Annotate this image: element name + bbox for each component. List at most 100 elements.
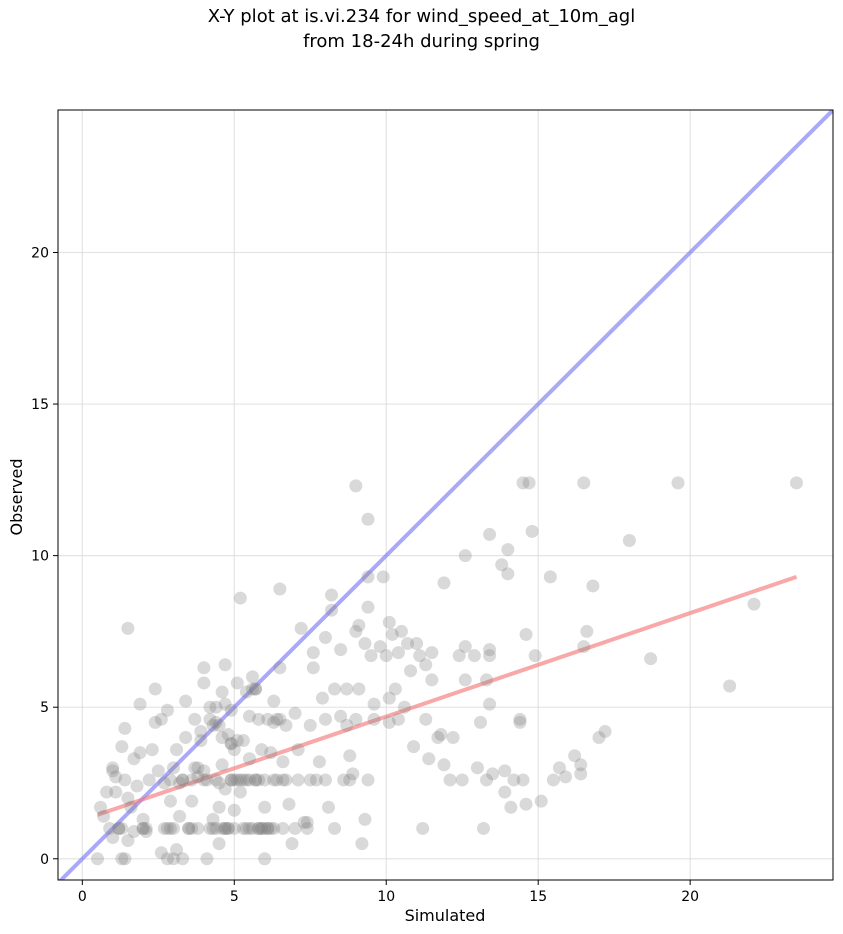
data-point — [349, 479, 363, 493]
data-point — [163, 821, 177, 835]
data-point — [382, 615, 396, 629]
data-point — [166, 761, 180, 775]
data-point — [261, 821, 275, 835]
data-point — [197, 676, 211, 690]
data-point — [242, 821, 256, 835]
data-point — [218, 697, 232, 711]
data-point — [671, 476, 685, 490]
data-point — [318, 773, 332, 787]
data-point — [224, 737, 238, 751]
fit-line — [96, 574, 798, 817]
data-point — [577, 640, 591, 654]
data-point — [163, 794, 177, 808]
x-tick-label: 15 — [529, 889, 547, 905]
data-point — [413, 649, 427, 663]
data-point — [258, 773, 272, 787]
data-point — [252, 821, 266, 835]
data-point — [209, 715, 223, 729]
data-point — [233, 591, 247, 605]
grid-lines — [58, 110, 833, 880]
data-point — [252, 821, 266, 835]
data-point — [622, 533, 636, 547]
data-point — [212, 776, 226, 790]
data-point — [252, 773, 266, 787]
data-point — [425, 673, 439, 687]
data-point — [154, 846, 168, 860]
data-point — [325, 603, 339, 617]
data-point — [118, 773, 132, 787]
data-point — [212, 800, 226, 814]
data-point — [473, 715, 487, 729]
data-point — [337, 773, 351, 787]
data-point — [446, 731, 460, 745]
data-point — [239, 821, 253, 835]
data-point — [306, 646, 320, 660]
data-point — [476, 821, 490, 835]
data-point — [483, 697, 497, 711]
data-point — [255, 743, 269, 757]
chart-title-line-1: X-Y plot at is.vi.234 for wind_speed_at_… — [207, 6, 636, 27]
data-point — [206, 812, 220, 826]
data-point — [91, 852, 105, 866]
data-point — [580, 624, 594, 638]
data-point — [458, 640, 472, 654]
y-tick-label: 5 — [40, 700, 49, 716]
data-point — [203, 712, 217, 726]
data-point — [534, 794, 548, 808]
data-point — [197, 773, 211, 787]
data-point — [334, 643, 348, 657]
data-point — [486, 767, 500, 781]
data-point — [209, 821, 223, 835]
data-point — [242, 709, 256, 723]
data-point — [194, 734, 208, 748]
data-point — [139, 821, 153, 835]
data-point — [276, 821, 290, 835]
data-point — [303, 718, 317, 732]
data-point — [288, 821, 302, 835]
data-point — [501, 543, 515, 557]
y-tick-label: 0 — [40, 852, 49, 868]
data-point — [109, 770, 123, 784]
data-point — [215, 685, 229, 699]
data-point — [209, 700, 223, 714]
data-point — [261, 712, 275, 726]
data-point — [255, 821, 269, 835]
data-point — [279, 718, 293, 732]
data-point — [209, 773, 223, 787]
data-point — [358, 637, 372, 651]
data-point — [483, 649, 497, 663]
data-point — [133, 746, 147, 760]
data-point — [230, 773, 244, 787]
data-point — [176, 773, 190, 787]
data-point — [170, 843, 184, 857]
plot-frame — [57, 109, 834, 881]
data-point — [483, 527, 497, 541]
data-point — [598, 724, 612, 738]
data-point — [227, 743, 241, 757]
data-point — [273, 661, 287, 675]
data-point — [191, 770, 205, 784]
data-point — [455, 773, 469, 787]
data-point — [136, 812, 150, 826]
data-point — [361, 773, 375, 787]
data-point — [328, 821, 342, 835]
data-point — [160, 821, 174, 835]
data-point — [130, 779, 144, 793]
data-point — [197, 661, 211, 675]
data-point — [166, 821, 180, 835]
data-point — [404, 664, 418, 678]
data-point — [191, 821, 205, 835]
data-point — [224, 703, 238, 717]
data-point — [312, 755, 326, 769]
data-point — [236, 773, 250, 787]
data-point — [291, 743, 305, 757]
data-point — [385, 627, 399, 641]
identity-line — [58, 110, 833, 880]
data-point — [458, 673, 472, 687]
data-point — [246, 821, 260, 835]
data-point — [94, 800, 108, 814]
data-point — [401, 637, 415, 651]
data-point — [121, 621, 135, 635]
data-point — [215, 758, 229, 772]
data-point — [185, 821, 199, 835]
